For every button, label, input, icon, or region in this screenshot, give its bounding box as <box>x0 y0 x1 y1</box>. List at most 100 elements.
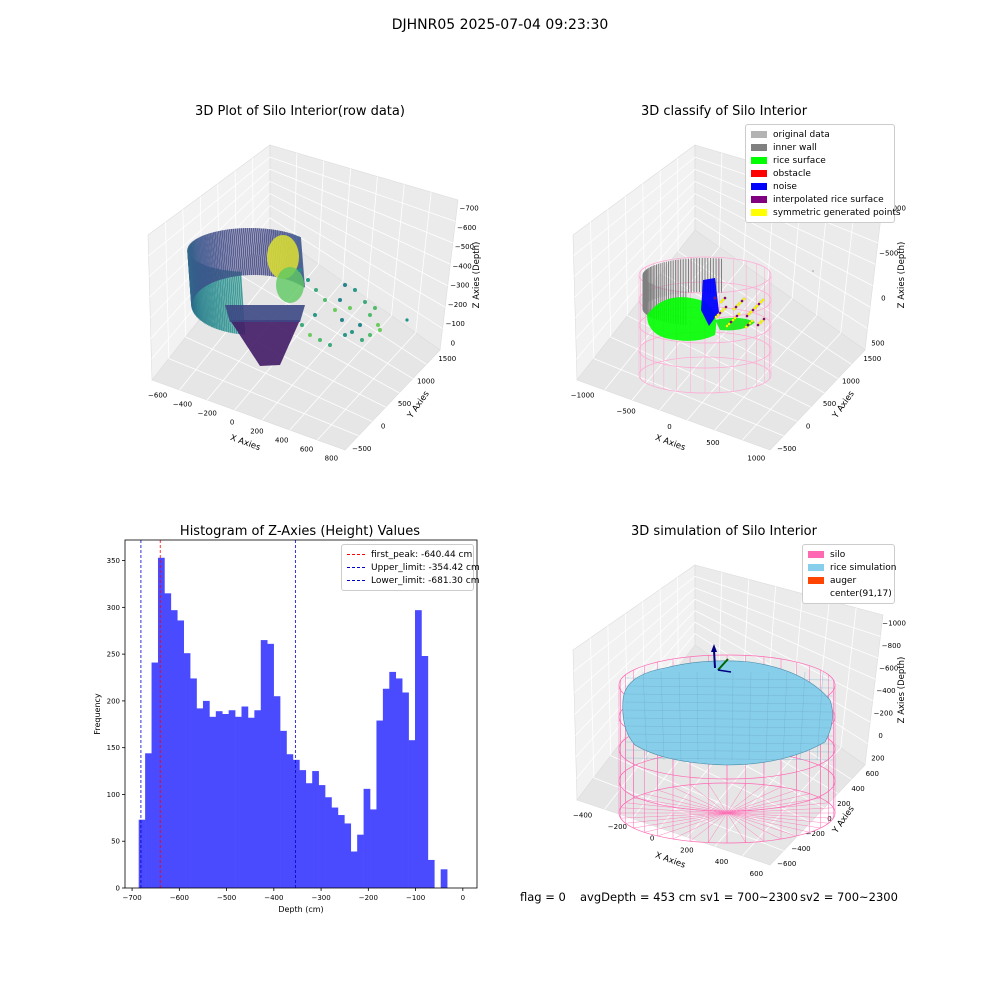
silo-floor-spoke <box>633 812 728 829</box>
z-tick-label: −200 <box>874 710 893 718</box>
data-point <box>363 300 367 304</box>
grid-line <box>269 168 454 244</box>
symmetric-point <box>722 307 726 311</box>
z-tick-label: −400 <box>453 262 472 270</box>
symmetric-point <box>733 316 737 320</box>
auger-arrow-head <box>711 644 717 652</box>
grid-line <box>366 176 378 299</box>
legend-label: first_peak: -640.44 cm <box>371 549 473 560</box>
z-tick-label: −100 <box>446 320 465 328</box>
mesh-line <box>624 717 834 721</box>
grid-line <box>694 587 879 659</box>
mesh-line <box>748 671 752 761</box>
simulation-3d-plot[interactable]: −400−2000200400600−600−400−2000200400600… <box>555 560 915 880</box>
grid-line <box>342 168 351 282</box>
y-tick-label: 500 <box>398 400 411 408</box>
histogram-bar <box>292 759 300 888</box>
data-point <box>340 318 344 322</box>
histogram-bar <box>370 809 377 888</box>
wall-strip <box>223 229 229 278</box>
symmetric-point <box>737 312 741 316</box>
histogram-chart[interactable]: −700 −600 −500 −400 −300 −200 −100 0 0 50 100 150 20… <box>80 530 490 920</box>
data-point <box>328 343 332 347</box>
figure-title: DJHNR05 2025-07-04 09:23:30 <box>391 17 609 33</box>
simulation-legend-item: auger <box>808 574 889 587</box>
histogram-bar <box>363 788 371 888</box>
silo-floor-spoke <box>726 797 821 814</box>
wall-strip <box>258 228 265 276</box>
data-point <box>300 323 304 327</box>
mesh-line <box>624 757 834 761</box>
data-point <box>373 306 377 310</box>
symmetric-point <box>727 322 731 326</box>
legend-swatch <box>808 551 824 558</box>
silo-floor-spoke <box>644 793 728 814</box>
histogram-bar <box>415 610 422 888</box>
data-point <box>314 288 318 292</box>
grid-line <box>234 281 344 411</box>
legend-label: original data <box>773 129 830 140</box>
histogram-bar <box>440 869 448 888</box>
symmetric-point <box>742 297 746 301</box>
symmetric-point <box>749 310 753 314</box>
wall-strip <box>230 228 237 277</box>
histogram-bar <box>350 851 358 888</box>
wall-strip <box>234 228 241 276</box>
silo-floor-spoke <box>726 793 810 814</box>
legend-label: silo <box>830 549 846 560</box>
symmetric-point <box>757 302 761 306</box>
wall-strip <box>246 227 253 276</box>
classify-legend-item: symmetric generated points <box>751 206 901 219</box>
x-tick-label: −200 <box>198 410 217 418</box>
wall-strip <box>201 236 207 287</box>
y-tick-label: 1000 <box>417 378 435 386</box>
y-tick-label: 250 <box>107 651 120 659</box>
x-tick-label: 1000 <box>747 455 765 463</box>
wall-strip <box>219 230 226 279</box>
grid-line <box>261 298 368 421</box>
z-tick-label: −700 <box>459 205 478 213</box>
symmetric-point <box>720 309 724 313</box>
classify-plot-title: 3D classify of Silo Interior <box>640 104 808 119</box>
wall-strip <box>223 270 230 333</box>
grid-line <box>148 168 271 277</box>
wall-strip <box>191 241 198 294</box>
legend-label: rice surface <box>773 155 826 166</box>
mesh-line <box>782 671 788 761</box>
y-tick-label: −500 <box>777 445 796 453</box>
wall-strip <box>248 227 255 276</box>
silo-floor-spoke <box>644 812 728 833</box>
symmetric-point <box>713 296 717 300</box>
classify-legend-item: interpolated rice surface <box>751 193 889 206</box>
y-tick-label: 200 <box>837 800 850 808</box>
original-data-point <box>812 270 814 272</box>
wall-strip <box>262 228 269 276</box>
legend-label: symmetric generated points <box>773 207 901 218</box>
plot-frame <box>124 539 478 889</box>
silo-floor-spoke <box>625 812 728 824</box>
symmetric-point <box>745 314 749 318</box>
histogram-bar <box>222 714 229 888</box>
mesh-line <box>765 671 770 761</box>
grid-line <box>269 193 448 287</box>
mesh-line <box>624 701 834 705</box>
x-tick-label: −1000 <box>571 392 595 400</box>
symmetric-point <box>740 299 744 303</box>
raw-3d-plot[interactable]: −600 −400 −200 0 200 400 600 800 −500 0 500 1000 150… <box>130 140 490 470</box>
classify-legend-item: noise <box>751 180 889 193</box>
grid-line <box>593 358 784 437</box>
wall-strip <box>250 227 257 276</box>
wall-strip <box>206 233 213 284</box>
histogram-bar <box>190 678 197 888</box>
auger-axis-y <box>717 658 729 671</box>
grid-line <box>168 358 359 437</box>
rice-surface <box>647 297 716 341</box>
sv2-text: sv2 = 700~2300 <box>800 890 898 904</box>
classify-3d-plot[interactable]: −1000 −500 0 500 1000 −500 0 500 1000 1500 500 0 −50… <box>555 140 915 470</box>
grid-line <box>317 332 417 441</box>
grid-line <box>148 156 271 257</box>
wall-strip <box>205 234 211 284</box>
x-tick-label: −300 <box>311 894 330 902</box>
data-point <box>376 323 380 327</box>
mesh-line <box>696 671 699 761</box>
